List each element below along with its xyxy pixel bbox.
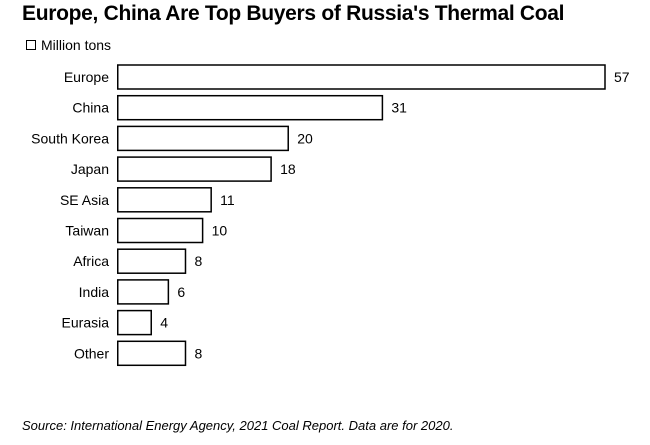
category-label-japan: Japan bbox=[71, 161, 109, 177]
bar-south-korea bbox=[117, 125, 289, 152]
category-label-eurasia: Eurasia bbox=[62, 315, 110, 331]
category-label-europe: Europe bbox=[64, 69, 109, 85]
value-label-china: 31 bbox=[391, 100, 407, 116]
bar-eurasia bbox=[117, 309, 152, 336]
bar-japan bbox=[117, 156, 272, 182]
value-label-eurasia: 4 bbox=[160, 315, 168, 331]
bar-taiwan bbox=[117, 217, 204, 244]
category-label-other: Other bbox=[74, 345, 109, 361]
source-note: Source: International Energy Agency, 202… bbox=[22, 418, 454, 433]
category-label-taiwan: Taiwan bbox=[65, 223, 109, 239]
value-label-africa: 8 bbox=[194, 253, 202, 269]
value-label-south-korea: 20 bbox=[297, 130, 313, 146]
value-label-japan: 18 bbox=[280, 161, 296, 177]
category-label-africa: Africa bbox=[73, 253, 109, 269]
bar-se-asia bbox=[117, 187, 212, 213]
value-label-taiwan: 10 bbox=[212, 223, 228, 239]
value-label-other: 8 bbox=[194, 345, 202, 361]
category-label-china: China bbox=[72, 100, 109, 116]
bar-europe bbox=[117, 64, 606, 90]
chart-title: Europe, China Are Top Buyers of Russia's… bbox=[22, 2, 565, 25]
bar-other bbox=[117, 340, 187, 367]
bar-china bbox=[117, 94, 384, 121]
legend-label: Million tons bbox=[41, 37, 112, 53]
value-label-se-asia: 11 bbox=[220, 192, 235, 208]
category-label-se-asia: SE Asia bbox=[60, 192, 109, 208]
bar-india bbox=[117, 279, 170, 305]
bar-africa bbox=[117, 248, 187, 274]
legend: Million tons bbox=[26, 37, 111, 53]
legend-swatch bbox=[26, 40, 36, 50]
category-label-india: India bbox=[79, 284, 110, 300]
value-label-india: 6 bbox=[177, 284, 185, 300]
value-label-europe: 57 bbox=[614, 69, 630, 85]
category-label-south-korea: South Korea bbox=[31, 130, 109, 146]
